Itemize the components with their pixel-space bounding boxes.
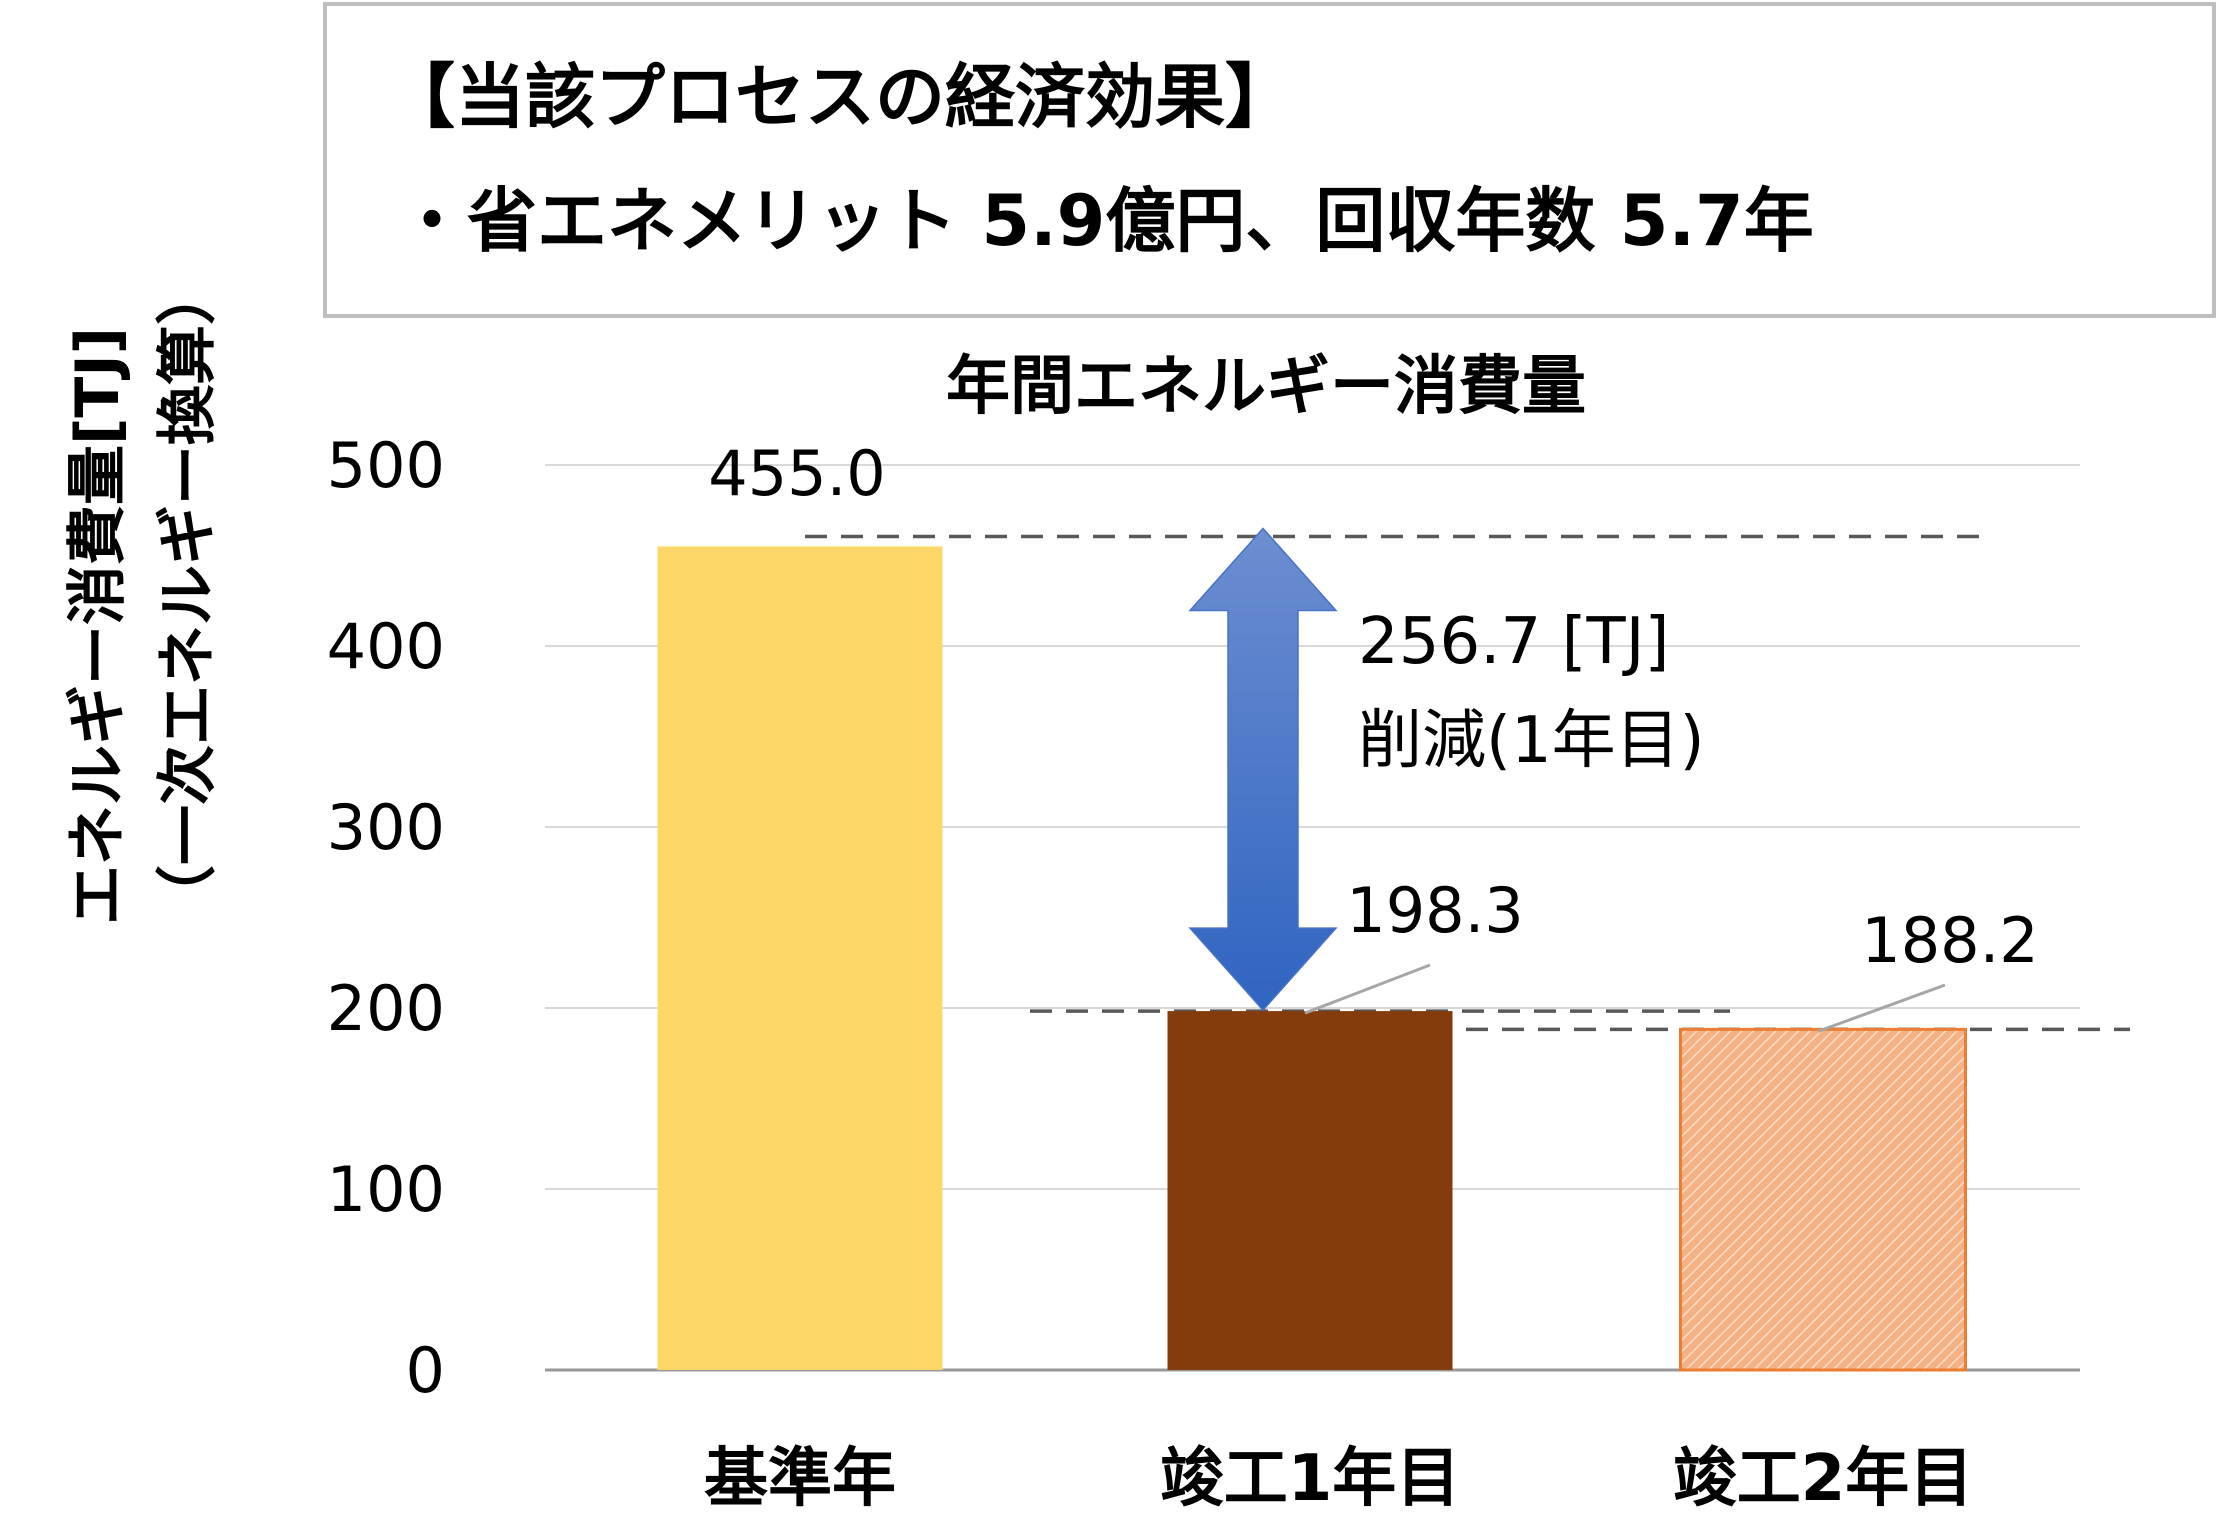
data-labels: 455.0 198.3 188.2 — [708, 437, 2039, 977]
y-tick-label: 100 — [327, 1153, 445, 1226]
reduction-arrow-icon — [1188, 527, 1338, 1012]
label-leader-lines — [1304, 963, 1946, 1033]
economic-effect-heading: 【当該プロセスの経済効果】 — [385, 56, 1295, 138]
y-tick-label: 400 — [327, 610, 445, 683]
chart-title: 年間エネルギー消費量 — [946, 350, 1586, 424]
economic-effect-detail: ・省エネメリット 5.9億円、回収年数 5.7年 — [397, 180, 1814, 262]
data-label: 188.2 — [1861, 904, 2039, 977]
leader-line — [1817, 983, 1946, 1033]
data-label: 198.3 — [1346, 874, 1524, 947]
bar-3 — [1679, 1027, 1967, 1372]
reference-lines — [805, 534, 2130, 1032]
reduction-amount-label: 256.7 [TJ] — [1358, 605, 1669, 679]
leader-line — [1304, 963, 1431, 1015]
y-axis-ticks: 0 100 200 300 400 500 — [327, 429, 445, 1407]
bar-1 — [657, 546, 943, 1370]
y-axis-label: エネルギー消費量[TJ] （一次エネルギー換算） — [63, 265, 223, 925]
x-axis-categories: 基準年 竣工1年目 竣工2年目 — [704, 1442, 1973, 1516]
y-tick-label: 500 — [327, 429, 445, 502]
bar-2 — [1167, 1011, 1453, 1370]
y-tick-label: 0 — [406, 1334, 445, 1407]
x-category-label: 竣工2年目 — [1673, 1442, 1974, 1516]
y-tick-label: 200 — [327, 972, 445, 1045]
data-label: 455.0 — [708, 437, 886, 510]
economic-effect-box: 【当該プロセスの経済効果】 ・省エネメリット 5.9億円、回収年数 5.7年 — [323, 2, 2216, 318]
y-axis-label-line1: エネルギー消費量[TJ] — [63, 327, 133, 925]
y-tick-label: 300 — [327, 791, 445, 864]
x-category-label: 竣工1年目 — [1160, 1442, 1461, 1516]
y-axis-label-line2: （一次エネルギー換算） — [153, 265, 223, 925]
bars — [657, 546, 1967, 1372]
reduction-period-label: 削減(1年目) — [1358, 704, 1705, 778]
x-category-label: 基準年 — [704, 1442, 896, 1516]
